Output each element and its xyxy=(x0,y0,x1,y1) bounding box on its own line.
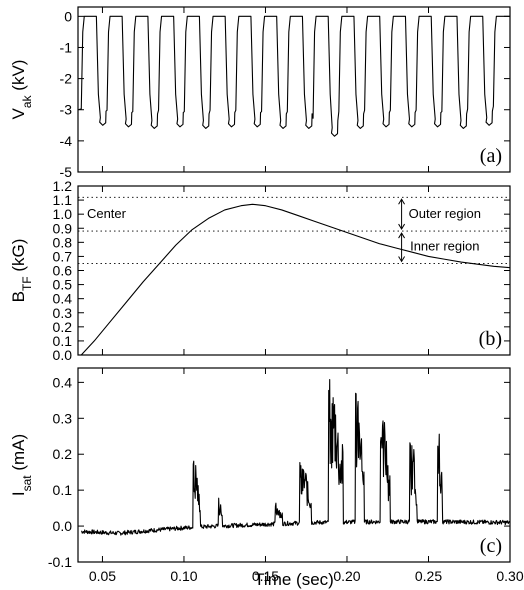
y-tick-label-b-1: 0.1 xyxy=(53,333,73,349)
x-tick-label-0: 0.05 xyxy=(89,568,116,584)
y-tick-label-b-4: 0.4 xyxy=(53,291,73,307)
series-line-vak xyxy=(77,15,510,137)
x-tick-label-2: 0.15 xyxy=(252,568,279,584)
y-axis-label-b: BTF (kG) xyxy=(9,239,34,303)
y-tick-label-b-11: 1.1 xyxy=(53,192,73,208)
y-tick-label-b-2: 0.2 xyxy=(53,319,73,335)
annotation-inner-region: Inner region xyxy=(410,239,479,254)
y-tick-label-c-1: 0.0 xyxy=(53,518,73,534)
y-tick-label-c-5: 0.4 xyxy=(53,374,73,390)
x-tick-label-4: 0.25 xyxy=(415,568,442,584)
y-tick-label-b-7: 0.7 xyxy=(53,248,73,264)
inner-region-arrow-head-bottom xyxy=(398,256,406,263)
y-tick-label-a-5: -5 xyxy=(60,164,73,180)
plot-frame-a xyxy=(77,6,511,173)
y-tick-label-a-3: -3 xyxy=(60,102,73,118)
panel-a: 0 -1 -2 -3 -4 -5 Vak (kV) (a) xyxy=(9,6,511,180)
y-tick-label-a-0: 0 xyxy=(64,8,72,24)
y-tick-label-c-3: 0.2 xyxy=(53,446,73,462)
panel-b: 0.00.10.20.30.40.50.60.70.80.91.01.11.2 B… xyxy=(9,178,511,363)
outer-region-arrow-head-top xyxy=(398,198,406,205)
panel-tag-b: (b) xyxy=(479,328,502,350)
x-axis-label: Time (sec) xyxy=(254,570,334,589)
y-tick-label-c-4: 0.3 xyxy=(53,410,73,426)
y-tick-label-a-4: -4 xyxy=(60,133,73,149)
y-tick-label-c-0: -0.1 xyxy=(48,554,72,570)
panel-tag-a: (a) xyxy=(480,145,502,167)
plot-frame-c xyxy=(77,367,511,563)
outer-region-arrow-head-bottom xyxy=(398,223,406,231)
x-tick-label-1: 0.10 xyxy=(170,568,197,584)
x-tick-label-5: 0.30 xyxy=(496,568,523,584)
y-axis-label-a: Vak (kV) xyxy=(9,60,34,120)
y-tick-label-c-2: 0.1 xyxy=(53,482,73,498)
y-tick-label-b-9: 0.9 xyxy=(53,220,73,236)
inner-region-arrow-head-top xyxy=(398,232,406,239)
annotation-center: Center xyxy=(87,206,127,221)
y-tick-label-b-6: 0.6 xyxy=(53,263,73,279)
y-tick-label-a-2: -2 xyxy=(60,71,73,87)
y-tick-label-b-12: 1.2 xyxy=(53,178,73,194)
panel-tag-c: (c) xyxy=(480,535,502,557)
y-tick-label-b-3: 0.3 xyxy=(53,305,73,321)
series-line-btf xyxy=(80,203,511,356)
y-tick-label-b-5: 0.5 xyxy=(53,277,73,293)
y-axis-label-c: Isat (mA) xyxy=(9,434,34,496)
y-tick-label-b-0: 0.0 xyxy=(53,347,73,363)
y-tick-label-a-1: -1 xyxy=(60,39,73,55)
y-tick-label-b-8: 0.8 xyxy=(53,234,73,250)
x-tick-label-3: 0.20 xyxy=(333,568,360,584)
annotation-outer-region: Outer region xyxy=(409,206,481,221)
panel-c: -0.1 0.0 0.1 0.2 0.3 0.4 Isat (mA) (c) 0.05 0.10 0… xyxy=(9,367,524,589)
series-line-isat xyxy=(80,379,511,536)
y-tick-label-b-10: 1.0 xyxy=(53,206,73,222)
